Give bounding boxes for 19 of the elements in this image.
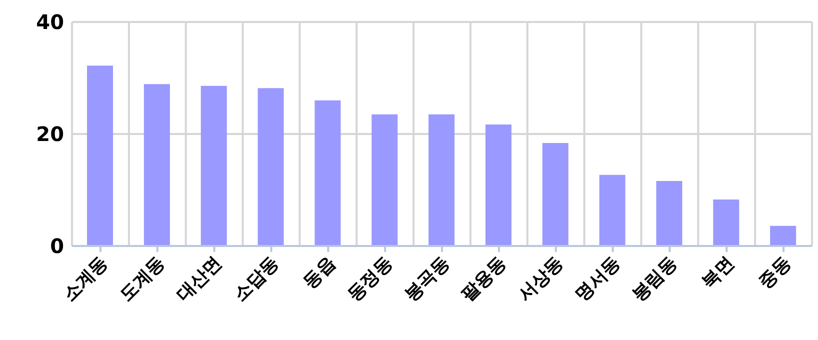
bar bbox=[770, 226, 796, 246]
bar bbox=[713, 200, 740, 246]
x-tick-label: 북면 bbox=[698, 252, 738, 293]
bar bbox=[656, 181, 682, 246]
bar bbox=[314, 100, 341, 246]
bar bbox=[428, 114, 455, 246]
bar bbox=[542, 142, 568, 246]
bar bbox=[258, 88, 284, 246]
bar bbox=[599, 174, 626, 246]
x-tick-label: 동읍 bbox=[299, 252, 340, 293]
bar bbox=[144, 84, 170, 246]
bar bbox=[200, 86, 227, 246]
y-tick-label: 0 bbox=[50, 234, 64, 258]
y-tick-label: 20 bbox=[36, 122, 64, 146]
x-tick-label: 중동 bbox=[754, 252, 796, 293]
bar bbox=[87, 66, 113, 246]
bar bbox=[372, 114, 398, 246]
y-tick-label: 40 bbox=[36, 10, 64, 34]
bar bbox=[485, 124, 512, 246]
